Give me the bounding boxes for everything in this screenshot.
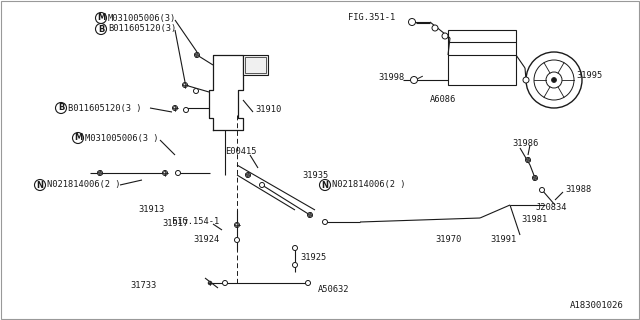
Text: 31925: 31925 <box>300 253 326 262</box>
Circle shape <box>95 12 106 23</box>
Text: 31981: 31981 <box>521 215 547 225</box>
Text: N: N <box>36 180 44 189</box>
Text: M: M <box>74 133 82 142</box>
Text: N021814006(2 ): N021814006(2 ) <box>332 180 406 189</box>
Text: A50632: A50632 <box>318 285 349 294</box>
Circle shape <box>184 108 189 113</box>
Text: 31995: 31995 <box>576 71 602 81</box>
Text: 31988: 31988 <box>565 186 591 195</box>
Circle shape <box>173 106 177 110</box>
Circle shape <box>525 157 531 163</box>
Text: E00415: E00415 <box>225 148 257 156</box>
Circle shape <box>319 180 330 190</box>
Circle shape <box>163 171 168 175</box>
Circle shape <box>442 33 448 39</box>
Text: N021814006(2 ): N021814006(2 ) <box>47 180 120 189</box>
Circle shape <box>35 180 45 190</box>
Circle shape <box>195 52 200 58</box>
Text: 31935: 31935 <box>302 171 328 180</box>
Bar <box>245 57 266 73</box>
Circle shape <box>56 102 67 114</box>
Bar <box>448 30 516 85</box>
Text: M031005006(3): M031005006(3) <box>108 13 176 22</box>
Text: J20834: J20834 <box>535 203 566 212</box>
Circle shape <box>234 237 239 243</box>
Circle shape <box>552 77 557 83</box>
Circle shape <box>95 23 106 35</box>
Circle shape <box>323 220 328 225</box>
Text: 31910: 31910 <box>255 106 281 115</box>
Circle shape <box>246 172 250 178</box>
Text: B011605120(3 ): B011605120(3 ) <box>68 103 141 113</box>
Bar <box>243 55 268 75</box>
Text: 31986: 31986 <box>512 139 538 148</box>
Circle shape <box>410 76 417 84</box>
Circle shape <box>432 25 438 31</box>
Text: 31998: 31998 <box>378 74 404 83</box>
Circle shape <box>223 281 227 285</box>
Text: 31913: 31913 <box>138 205 164 214</box>
Text: FIG.351-1: FIG.351-1 <box>348 13 396 22</box>
Text: FIG.154-1: FIG.154-1 <box>172 218 220 227</box>
Circle shape <box>523 77 529 83</box>
Circle shape <box>259 182 264 188</box>
Text: M: M <box>97 13 105 22</box>
Text: A6086: A6086 <box>430 95 456 105</box>
Text: 31970: 31970 <box>435 236 461 244</box>
Circle shape <box>526 52 582 108</box>
Text: B: B <box>98 25 104 34</box>
Circle shape <box>182 83 188 87</box>
Circle shape <box>307 212 312 218</box>
Circle shape <box>292 262 298 268</box>
Text: M031005006(3 ): M031005006(3 ) <box>85 133 159 142</box>
Text: 31991: 31991 <box>490 236 516 244</box>
Circle shape <box>305 281 310 285</box>
Circle shape <box>408 19 415 26</box>
Text: 31924: 31924 <box>193 236 220 244</box>
Circle shape <box>234 222 239 228</box>
Circle shape <box>72 132 83 143</box>
Circle shape <box>97 171 102 175</box>
Text: B: B <box>58 103 64 113</box>
Text: A183001026: A183001026 <box>570 301 624 310</box>
Circle shape <box>175 171 180 175</box>
Text: B011605120(3): B011605120(3) <box>108 25 176 34</box>
Circle shape <box>532 175 538 180</box>
Circle shape <box>540 188 545 193</box>
Circle shape <box>292 245 298 251</box>
Text: 31733: 31733 <box>130 282 156 291</box>
Text: 31917: 31917 <box>162 219 188 228</box>
Circle shape <box>193 89 198 93</box>
Text: N: N <box>321 180 328 189</box>
Circle shape <box>208 281 212 285</box>
